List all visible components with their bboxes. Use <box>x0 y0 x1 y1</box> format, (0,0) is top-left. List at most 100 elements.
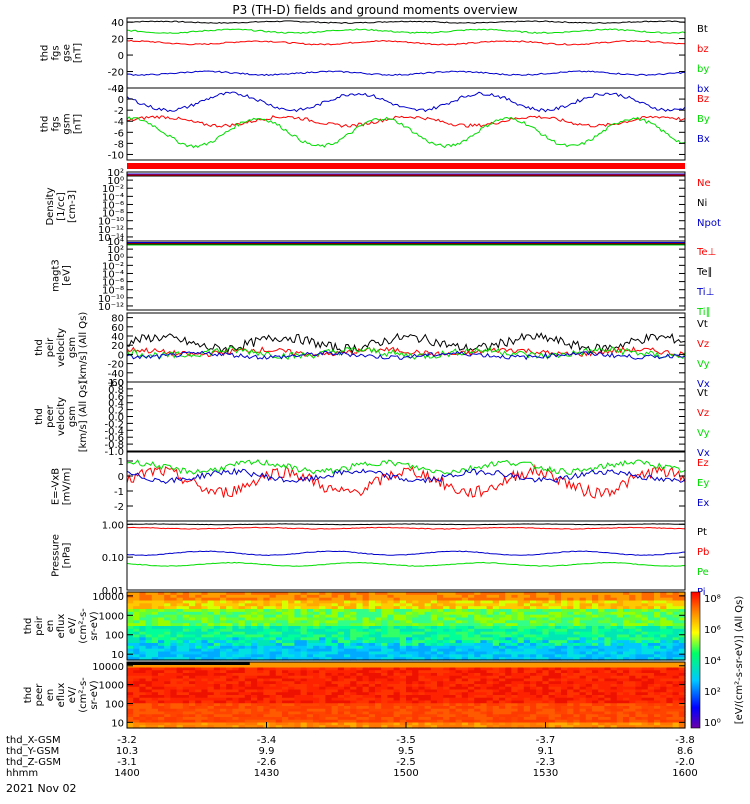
heatmap-cell <box>629 706 636 710</box>
heatmap-cell <box>275 719 283 724</box>
heatmap-cell <box>399 620 407 624</box>
heatmap-cell <box>492 623 500 627</box>
heatmap-cell <box>145 703 153 707</box>
heatmap-cell <box>523 651 531 655</box>
heatmap-cell <box>536 675 543 680</box>
heatmap-cell <box>207 637 215 641</box>
heatmap-cell <box>430 684 438 688</box>
heatmap-cell <box>536 670 543 674</box>
heatmap-cell <box>344 606 351 610</box>
heatmap-cell <box>585 722 593 726</box>
ytick-label: 10² <box>107 245 124 256</box>
heatmap-cell <box>598 600 605 604</box>
heatmap-cell <box>461 714 469 718</box>
heatmap-cell <box>158 626 165 630</box>
heatmap-cell <box>468 651 475 655</box>
heatmap-cell <box>344 631 351 636</box>
heatmap-cell <box>418 600 426 604</box>
heatmap-cell <box>350 711 357 715</box>
heatmap-cell <box>151 637 159 641</box>
heatmap-cell <box>344 594 351 599</box>
heatmap-cell <box>331 719 339 724</box>
heatmap-cell <box>579 648 587 653</box>
ylabel-line: [km/s] (All Qs) <box>78 312 89 384</box>
heatmap-cell <box>561 700 568 704</box>
heatmap-cell <box>604 611 612 616</box>
heatmap-cell <box>375 711 382 715</box>
heatmap-cell <box>592 711 599 715</box>
heatmap-cell <box>232 603 240 607</box>
heatmap-cell <box>647 706 655 710</box>
ylabel-line: [cm-3] <box>67 190 78 223</box>
legend-Vx: Vx <box>697 448 710 459</box>
heatmap-cell <box>449 719 457 724</box>
heatmap-cell <box>282 706 289 710</box>
heatmap-cell <box>282 675 289 680</box>
heatmap-cell <box>455 670 463 674</box>
heatmap-cell <box>337 657 345 661</box>
legend-Pe: Pe <box>697 567 709 578</box>
ytick-label: 10 <box>111 718 124 729</box>
heatmap-cell <box>251 722 258 726</box>
heatmap-cell <box>449 600 457 604</box>
heatmap-cell <box>647 628 655 633</box>
panel-density: NeNiNpot10²10⁰10⁻²10⁻⁴10⁻⁶10⁻⁸10⁻¹⁰10⁻¹²… <box>45 163 721 244</box>
heatmap-cell <box>654 614 661 619</box>
heatmap-cell <box>573 594 581 599</box>
heatmap-cell <box>282 700 289 704</box>
heatmap-cell <box>313 609 320 613</box>
heatmap-cell <box>362 686 370 691</box>
heatmap-cell <box>238 611 246 616</box>
xaxis-value: -3.7 <box>536 735 556 746</box>
heatmap-cell <box>666 634 674 638</box>
heatmap-cell <box>511 651 519 655</box>
heatmap-cell <box>257 592 264 596</box>
heatmap-cell <box>337 620 345 624</box>
heatmap-cell <box>412 700 419 704</box>
heatmap-cell <box>567 717 574 721</box>
heatmap-cell <box>430 725 438 729</box>
heatmap-cell <box>133 606 140 610</box>
heatmap-cell <box>362 626 370 630</box>
heatmap-cell <box>430 648 438 653</box>
ytick-label: 10⁻⁸ <box>102 209 124 220</box>
heatmap-cell <box>610 626 618 630</box>
heatmap-cell <box>666 722 674 726</box>
heatmap-cell <box>474 645 481 650</box>
heatmap-cell <box>139 717 147 721</box>
heatmap-cell <box>145 628 153 633</box>
heatmap-cell <box>319 594 326 599</box>
heatmap-cell <box>592 626 599 630</box>
heatmap-cell <box>350 654 357 658</box>
heatmap-cell <box>127 626 134 630</box>
heatmap-cell <box>257 609 264 613</box>
heatmap-cell <box>536 719 543 724</box>
series-Pi <box>126 550 685 557</box>
heatmap-cell <box>616 657 624 661</box>
heatmap-cell <box>542 675 550 680</box>
heatmap-cell <box>672 725 680 729</box>
heatmap-cell <box>226 651 233 655</box>
heatmap-cell <box>548 609 556 613</box>
heatmap-cell <box>499 664 506 669</box>
heatmap-cell <box>251 664 258 669</box>
heatmap-cell <box>542 620 550 624</box>
heatmap-cell <box>207 592 215 596</box>
heatmap-cell <box>561 725 568 729</box>
heatmap-cell <box>294 667 302 671</box>
heatmap-cell <box>282 673 289 677</box>
xaxis-value: 9.9 <box>259 746 275 757</box>
heatmap-cell <box>461 623 469 627</box>
heatmap-cell <box>523 623 531 627</box>
heatmap-cell <box>133 648 140 653</box>
heatmap-cell <box>480 592 488 596</box>
heatmap-cell <box>616 614 624 619</box>
heatmap-cell <box>598 692 605 696</box>
heatmap-cell <box>195 714 202 718</box>
heatmap-cell <box>387 706 395 710</box>
heatmap-cell <box>579 667 587 671</box>
heatmap-cell <box>220 657 227 661</box>
heatmap-cell <box>623 597 630 602</box>
heatmap-cell <box>647 686 655 691</box>
heatmap-cell <box>505 717 512 721</box>
